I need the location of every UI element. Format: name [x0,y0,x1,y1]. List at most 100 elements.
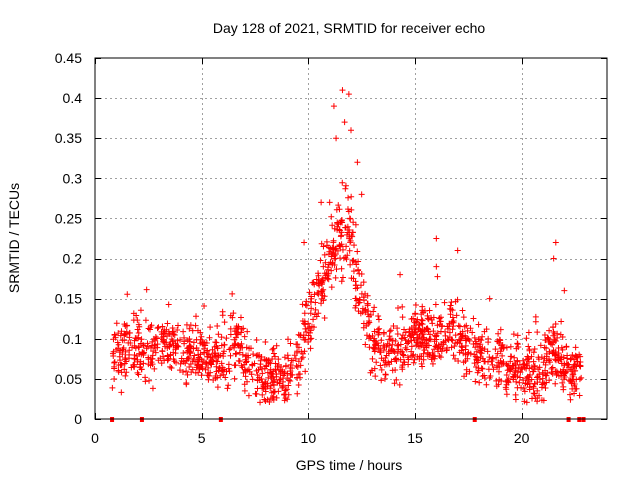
data-point [540,397,547,404]
data-point [461,323,468,330]
data-point [297,332,304,339]
data-point [226,346,233,353]
data-point [460,350,467,357]
data-point [339,246,346,253]
data-point [540,359,547,366]
data-point [530,349,537,356]
data-point [454,339,461,346]
data-point [500,359,507,366]
data-point [111,359,118,366]
data-point [152,334,159,341]
data-point [205,369,212,376]
data-point [449,337,456,344]
data-point [225,361,232,368]
data-point [140,360,147,367]
data-point [301,239,308,246]
data-point [514,332,521,339]
data-point [321,293,328,300]
data-point [418,320,425,327]
data-point [122,348,129,355]
data-point [411,319,418,326]
data-point [270,350,277,357]
data-point [367,369,374,376]
data-point [492,346,499,353]
data-point [249,361,256,368]
data-point [192,322,199,329]
data-point [231,344,238,351]
data-point [471,360,478,367]
data-point [420,356,427,363]
data-point [513,345,520,352]
data-point [455,322,462,329]
data-point [469,329,476,336]
data-point [111,358,118,365]
y-tick-label: 0.35 [55,130,82,146]
data-point [410,315,417,322]
data-point [289,357,296,364]
data-point [295,382,302,389]
data-point [478,365,485,372]
data-point [183,321,190,328]
data-point [458,343,465,350]
data-point [467,325,474,332]
data-point [170,356,177,363]
data-point [386,342,393,349]
data-point [260,381,267,388]
data-point [143,345,150,352]
data-point [111,331,118,338]
data-point [352,278,359,285]
data-point [230,310,237,317]
data-point [254,385,261,392]
data-point [473,356,480,363]
data-point [398,335,405,342]
data-point [114,339,121,346]
data-point [213,363,220,370]
data-point [517,369,524,376]
data-point [481,372,488,379]
data-point [516,379,523,386]
data-point [318,199,325,206]
data-point [299,350,306,357]
data-point [264,396,271,403]
data-point [356,270,363,277]
data-point [244,328,251,335]
data-point [255,353,262,360]
data-point [425,337,432,344]
data-point [503,391,510,398]
data-point [171,331,178,338]
data-point [546,327,553,334]
data-point [350,257,357,264]
data-point [214,384,221,391]
data-point [448,299,455,306]
data-point [486,295,493,302]
data-point [534,373,541,380]
data-point [360,279,367,286]
data-point [198,372,205,379]
data-point [177,336,184,343]
data-point [567,391,574,398]
data-point [374,340,381,347]
data-point [418,328,425,335]
data-point [535,366,542,373]
data-point [437,314,444,321]
data-point [510,331,517,338]
data-point [160,336,167,343]
data-point [494,350,501,357]
data-point [241,387,248,394]
data-point [563,344,570,351]
data-point [507,358,514,365]
data-point [254,377,261,384]
data-point [206,372,213,379]
data-point [346,247,353,254]
data-point [138,336,145,343]
data-point [338,278,345,285]
axis-ticks [95,58,607,420]
data-point [563,360,570,367]
data-point [315,280,322,287]
data-point [229,314,236,321]
data-point [131,337,138,344]
data-point [134,369,141,376]
data-point [450,319,457,326]
data-point [405,356,412,363]
data-point [530,368,537,375]
